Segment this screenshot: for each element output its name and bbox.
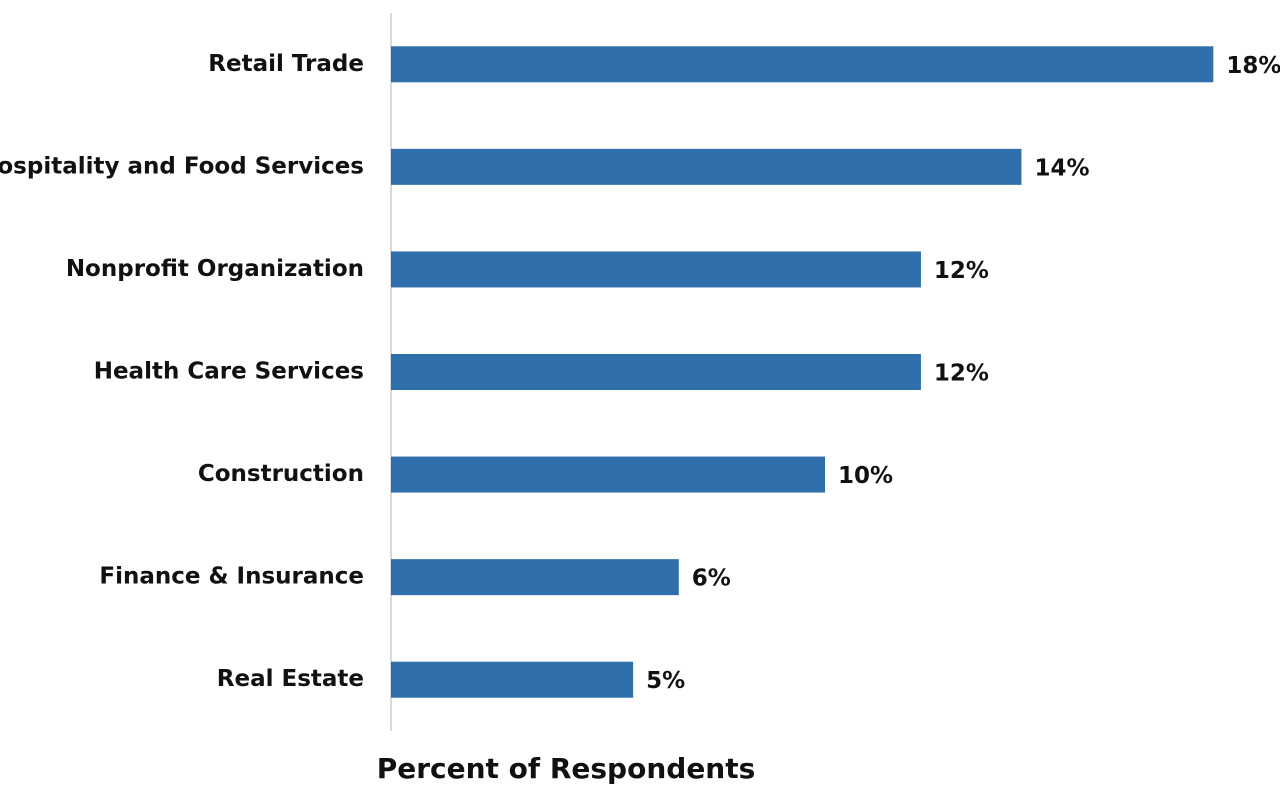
y-tick-label: Real Estate xyxy=(217,666,364,692)
y-tick-label: Retail Trade xyxy=(208,51,364,77)
data-label: 6% xyxy=(692,566,731,592)
data-label: 5% xyxy=(646,668,685,694)
bar xyxy=(391,661,634,698)
data-label: 12% xyxy=(934,258,989,284)
bar xyxy=(391,559,679,596)
data-label: 12% xyxy=(934,361,989,387)
y-tick-label: Hospitality and Food Services xyxy=(0,153,364,179)
y-tick-label: Nonprofit Organization xyxy=(66,256,364,282)
bar xyxy=(391,46,1214,83)
x-axis-label: Percent of Respondents xyxy=(377,752,756,785)
data-label: 10% xyxy=(838,463,893,489)
bar xyxy=(391,456,825,493)
bar xyxy=(391,354,921,390)
data-label: 14% xyxy=(1034,155,1089,181)
bar xyxy=(391,148,1022,185)
y-tick-label: Construction xyxy=(198,461,364,487)
y-tick-label: Finance & Insurance xyxy=(99,564,364,590)
y-tick-label: Health Care Services xyxy=(94,359,364,385)
data-label: 18% xyxy=(1226,53,1280,79)
bar xyxy=(391,251,921,288)
